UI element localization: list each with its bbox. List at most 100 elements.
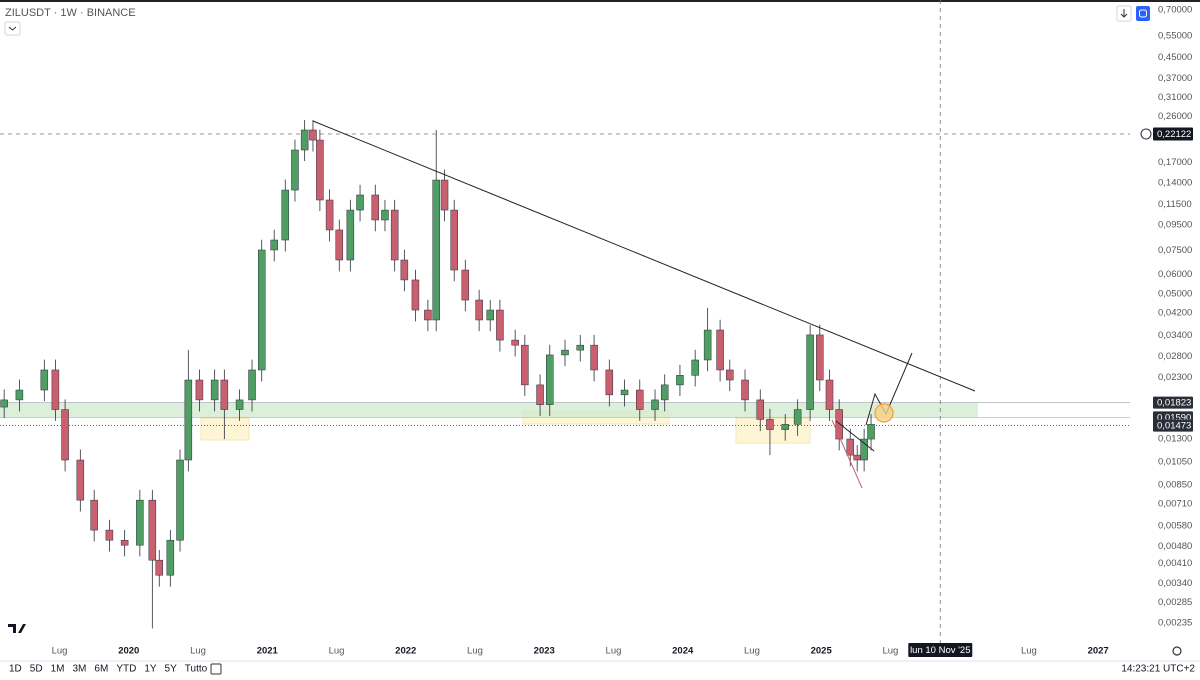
candle-body [325,199,334,231]
candle-body [176,459,184,541]
candle-body [248,369,256,401]
y-tick-label: 0,70000 [1158,4,1192,15]
range-button[interactable]: 6M [94,664,108,675]
clock: 14:23:21 UTC+2 [1121,664,1195,675]
candle-body [15,389,24,401]
candle-body [620,389,629,396]
candle-body [356,194,364,211]
candle-body [590,344,598,371]
candle-body [400,259,409,281]
candle-body [235,399,244,410]
candle-body [411,279,420,311]
candle-body [166,539,175,576]
y-tick-label: 0,00850 [1158,479,1192,490]
candle-body [806,334,814,410]
candle-body [756,399,765,420]
candle-body [281,189,290,241]
x-tick-label: Lug [882,646,898,657]
price-label: 0,01473 [1153,419,1193,432]
candle-body [270,239,278,251]
candle-body [511,339,519,346]
candle-body [781,424,789,430]
y-tick-label: 0,00285 [1158,597,1192,608]
candle-body [703,329,712,361]
y-tick-label: 0,55000 [1158,30,1192,41]
x-tick-label: Lug [744,646,760,657]
candle-body [155,559,164,576]
range-button[interactable]: 1Y [144,664,157,675]
candle-body [120,539,129,546]
y-tick-label: 0,37000 [1158,73,1192,84]
candle-body [853,454,861,461]
y-tick-label: 0,11500 [1158,199,1192,210]
price-label-text: 0,01590 [1157,412,1191,423]
candle-body [440,179,449,211]
x-tick-label: Lug [329,646,345,657]
settings-button[interactable] [1172,646,1182,656]
y-tick-label: 0,07500 [1158,245,1192,256]
sync-button[interactable] [1136,6,1150,21]
y-tick-label: 0,02300 [1158,372,1192,383]
logo [8,624,26,633]
candle-body [316,139,324,201]
candle-body [546,354,554,405]
y-tick-label: 0,00340 [1158,578,1192,589]
crosshair-price-label: 0,22122 [1140,127,1193,141]
chevron-icon [8,26,17,31]
range-button[interactable]: 1D [9,664,22,675]
range-button[interactable]: 5Y [165,664,178,675]
price-label: 0,01823 [1153,396,1193,409]
y-tick-label: 0,00235 [1158,618,1192,629]
target-circle [874,403,894,423]
range-button[interactable]: 3M [73,664,87,675]
y-tick-label: 0,31000 [1158,92,1192,103]
candle-body [220,379,229,410]
crosshair-time-box [908,643,973,657]
x-tick-label: Lug [467,646,483,657]
candle-body [90,499,98,531]
calendar-button[interactable] [210,663,222,675]
candle-body [676,375,684,386]
candle-body [766,419,774,430]
candle-body [651,399,659,410]
candle-body [835,409,843,440]
price-label-text: 0,01823 [1157,398,1191,409]
collapse-button[interactable] [4,21,21,36]
x-tick-label: 2027 [1088,646,1109,657]
candle-body [76,459,85,501]
candle-body [432,179,440,321]
candle-body [257,249,266,371]
candle-body [521,344,529,386]
chart-title: ZILUSDT · 1W · BINANCE [5,7,136,19]
candle-body [300,129,309,151]
candle-body [40,369,49,391]
wedge-line [835,420,875,452]
y-tick-label: 0,00410 [1158,558,1192,569]
wedge-line [831,419,863,489]
range-button[interactable]: 1M [51,664,65,675]
y-tick-label: 0,01300 [1158,434,1192,445]
x-tick-label: Lug [1021,646,1037,657]
x-tick-label: 2023 [534,646,555,657]
add-alert-icon[interactable] [1140,128,1152,140]
range-button[interactable]: 5D [30,664,43,675]
x-tick-label: Lug [606,646,622,657]
candle-body [726,369,734,381]
candle-body [148,499,157,561]
toolbar: 1D 5D 1M 3M 6M YTD 1Y 5Y Tutto 14:23:21 UTC+2 [9,664,1195,675]
candle-body [561,349,569,356]
candle-body [576,344,584,351]
candle-body [424,309,432,321]
candle-body [691,359,699,376]
candle-body [636,389,644,410]
range-button[interactable]: Tutto [185,664,208,675]
candle-body [309,129,317,141]
yellow-box [200,417,250,441]
y-tick-label: 0,03400 [1158,330,1192,341]
crosshair-price-text: 0,22122 [1157,129,1191,140]
y-tick-label: 0,04200 [1158,307,1192,318]
candles [0,119,875,629]
range-button[interactable]: YTD [116,664,136,675]
candle-body [381,209,389,221]
